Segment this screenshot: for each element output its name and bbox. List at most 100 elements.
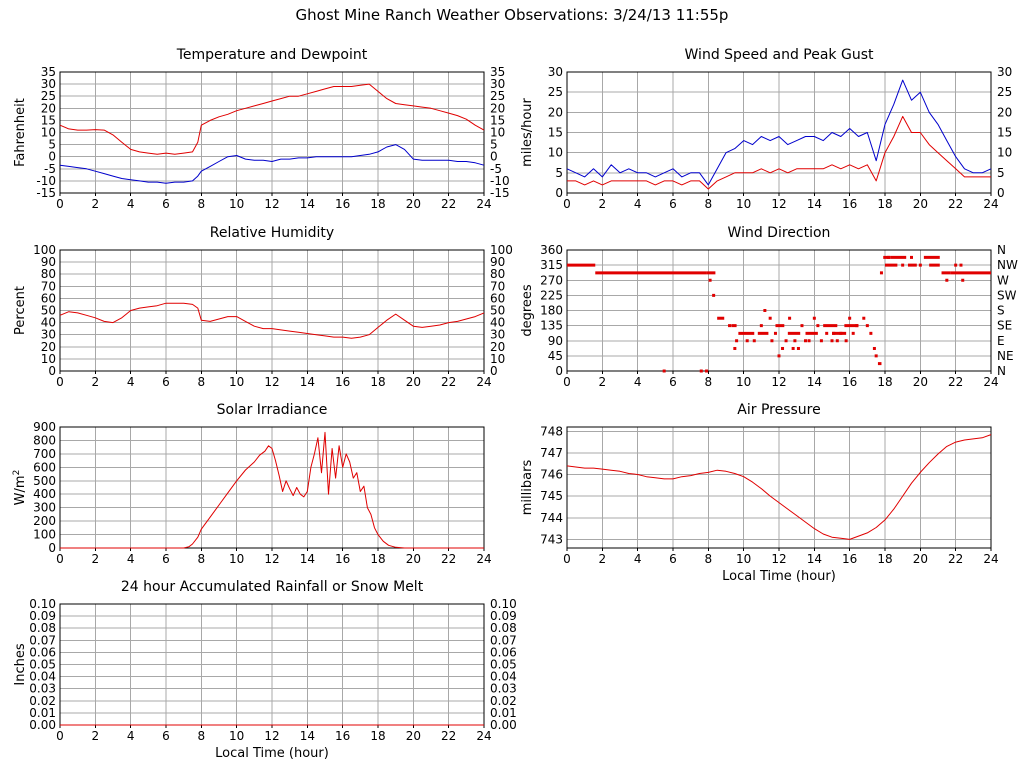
- y-tick-label-left: 15: [41, 113, 56, 127]
- y-tick-label-left: 0.07: [29, 633, 56, 647]
- direction-point: [800, 324, 804, 328]
- direction-point: [728, 324, 732, 328]
- y-tick-label-left: 5: [555, 166, 563, 180]
- x-tick-label: 24: [476, 552, 491, 566]
- y-tick-label-right: 25: [997, 85, 1012, 99]
- y-tick-label-right: 0.02: [490, 694, 517, 708]
- y-tick-label-left: -10: [36, 174, 56, 188]
- direction-point: [791, 346, 795, 350]
- y-tick-label-left: 20: [41, 101, 56, 115]
- y-tick-label-left: 225: [540, 288, 563, 302]
- x-tick-label: 12: [264, 375, 279, 389]
- y-tick-label-right: 0: [997, 186, 1005, 200]
- pressure-series-air-pressure: [566, 434, 992, 540]
- y-tick-label-left: 0: [48, 150, 56, 164]
- y-tick-label-right: 10: [997, 146, 1012, 160]
- y-tick-label-left: -5: [44, 162, 56, 176]
- direction-point: [768, 316, 772, 320]
- direction-point: [812, 316, 816, 320]
- y-tick-label-right: -15: [490, 186, 510, 200]
- y-tick-label-right: 20: [997, 105, 1012, 119]
- x-tick-label: 20: [406, 375, 421, 389]
- direction-point: [901, 263, 905, 267]
- y-tick-label-right: 30: [490, 328, 505, 342]
- humidity-series-relative-humidity: [59, 302, 485, 339]
- x-tick-label: 10: [229, 729, 244, 743]
- y-tick-label-left: 0: [555, 186, 563, 200]
- direction-point: [807, 339, 811, 343]
- x-tick-label: 14: [300, 375, 315, 389]
- x-tick-label: 16: [335, 197, 350, 211]
- y-tick-label-left: 90: [548, 334, 563, 348]
- x-tick-label: 22: [441, 197, 456, 211]
- x-tick-label: 22: [441, 552, 456, 566]
- y-tick-label-right: 0.10: [490, 597, 517, 611]
- direction-point: [848, 316, 852, 320]
- direction-label: SE: [997, 319, 1012, 333]
- direction-label: N: [997, 364, 1006, 378]
- x-tick-label: 12: [771, 197, 786, 211]
- wind-title: Wind Speed and Peak Gust: [685, 47, 874, 63]
- y-tick-label-right: 25: [490, 89, 505, 103]
- humidity-ylabel: Percent: [13, 286, 28, 335]
- y-tick-label-right: 5: [997, 166, 1005, 180]
- direction-label: S: [997, 304, 1005, 318]
- x-tick-label: 8: [198, 375, 206, 389]
- y-tick-label-left: 315: [540, 258, 563, 272]
- y-tick-label-left: 0: [48, 364, 56, 378]
- y-tick-label-left: 0: [48, 541, 56, 555]
- y-tick-label-left: 0.09: [29, 609, 56, 623]
- x-tick-label: 12: [264, 197, 279, 211]
- x-tick-label: 0: [56, 197, 64, 211]
- direction-point: [844, 339, 848, 343]
- y-tick-label-left: 70: [41, 279, 56, 293]
- x-tick-label: 12: [771, 552, 786, 566]
- x-tick-label: 18: [370, 375, 385, 389]
- y-tick-label-right: 10: [490, 352, 505, 366]
- x-tick-label: 0: [56, 729, 64, 743]
- direction-point: [804, 339, 807, 343]
- y-tick-label-left: 270: [540, 273, 563, 287]
- pressure-title: Air Pressure: [737, 402, 820, 418]
- x-tick-label: 4: [634, 375, 642, 389]
- y-tick-label-right: 100: [490, 243, 513, 257]
- rainfall-xlabel: Local Time (hour): [215, 746, 329, 761]
- x-tick-label: 12: [264, 729, 279, 743]
- solar-title: Solar Irradiance: [217, 402, 328, 418]
- y-tick-label-left: 744: [540, 511, 563, 525]
- direction-point: [705, 369, 709, 373]
- x-tick-label: 6: [162, 197, 170, 211]
- pressure-xlabel: Local Time (hour): [722, 569, 836, 584]
- y-tick-label-right: 0.00: [490, 718, 517, 732]
- direction-point: [865, 324, 869, 328]
- x-tick-label: 6: [669, 375, 677, 389]
- y-tick-label-left: 746: [540, 468, 563, 482]
- x-tick-label: 20: [406, 729, 421, 743]
- y-tick-label-right: 20: [490, 340, 505, 354]
- y-tick-label-right: 0: [490, 150, 498, 164]
- x-tick-label: 6: [162, 552, 170, 566]
- y-tick-label-left: 80: [41, 267, 56, 281]
- x-tick-label: 6: [162, 375, 170, 389]
- y-tick-label-left: 0.05: [29, 658, 56, 672]
- temperature-series-temperature: [59, 83, 485, 155]
- x-tick-label: 16: [335, 552, 350, 566]
- x-tick-label: 18: [877, 197, 892, 211]
- x-tick-label: 18: [370, 197, 385, 211]
- direction-label: NW: [997, 258, 1018, 272]
- x-tick-label: 16: [842, 375, 857, 389]
- y-tick-label-left: 0.10: [29, 597, 56, 611]
- direction-point: [763, 309, 767, 312]
- y-tick-label-left: 25: [548, 85, 563, 99]
- y-tick-label-left: 50: [41, 304, 56, 318]
- direction-title: Wind Direction: [728, 225, 831, 241]
- y-tick-label-left: 60: [41, 291, 56, 305]
- y-tick-label-left: 0.06: [29, 645, 56, 659]
- y-tick-label-left: 30: [41, 77, 56, 91]
- y-tick-label-right: 0.07: [490, 633, 517, 647]
- y-tick-label-left: 0.03: [29, 682, 56, 696]
- x-tick-label: 14: [807, 375, 822, 389]
- y-tick-label-right: 5: [490, 138, 498, 152]
